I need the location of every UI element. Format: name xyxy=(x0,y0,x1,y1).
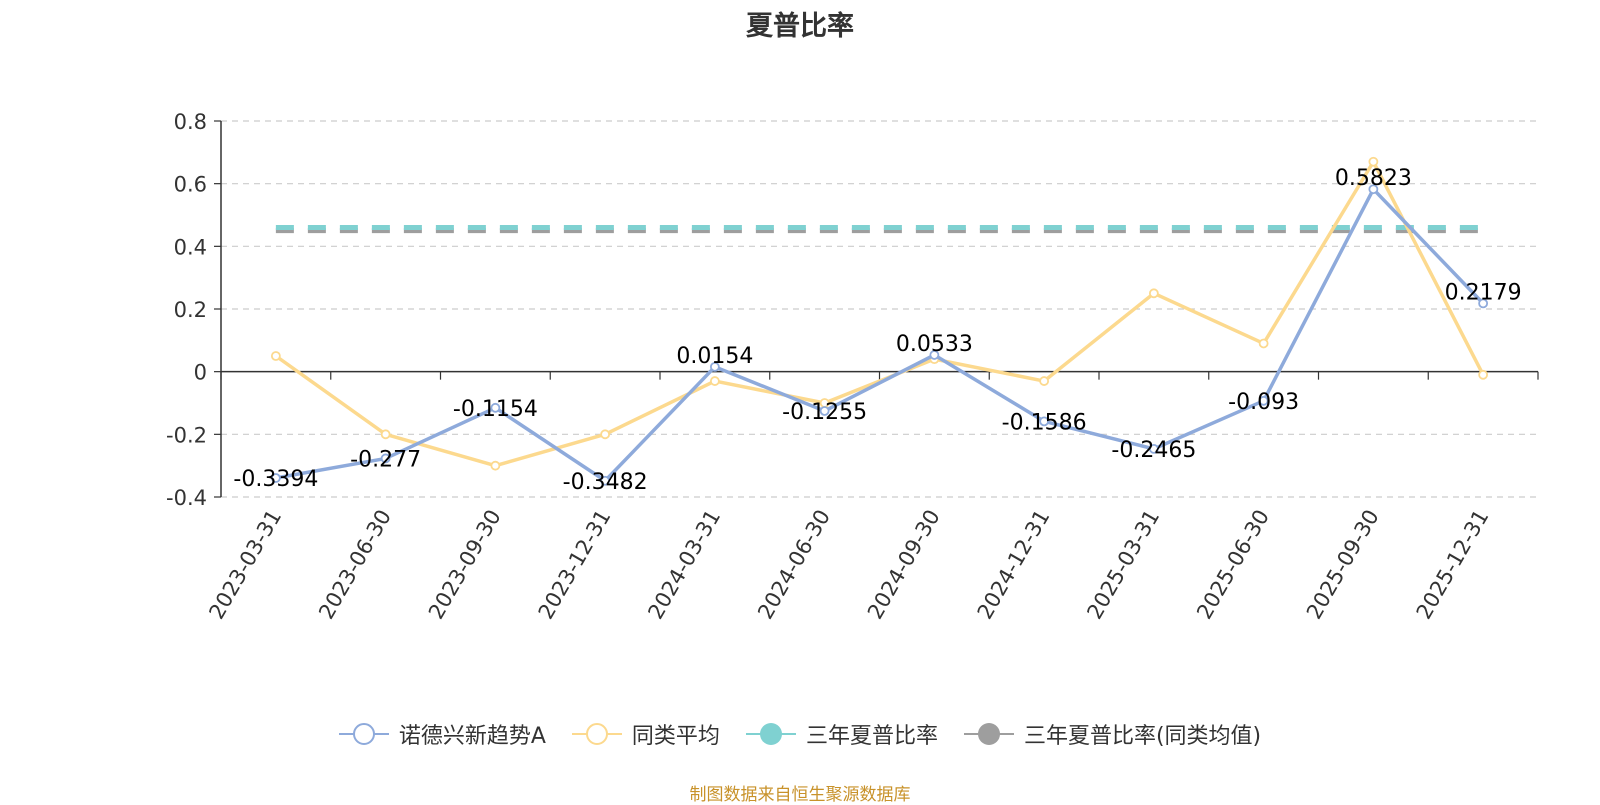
y-tick-label: -0.4 xyxy=(166,486,207,510)
category-avg-data-point xyxy=(270,351,281,361)
x-tick-label: 2025-09-30 xyxy=(1302,506,1384,624)
category-avg-data-point xyxy=(600,429,611,440)
data-label: -0.1586 xyxy=(1002,410,1087,435)
fund-data-point xyxy=(600,475,611,486)
category-avg-data-point xyxy=(1478,369,1489,380)
x-tick-label: 2025-03-31 xyxy=(1082,506,1164,624)
legend-item-three-year-sharpe-avg[interactable]: 三年夏普比率(同类均值) xyxy=(963,718,1262,750)
legend-marker-category-avg xyxy=(571,723,622,745)
fund-data-point xyxy=(380,453,391,464)
legend-marker-three-year-sharpe xyxy=(745,723,796,745)
fund-data-point xyxy=(490,402,501,413)
y-tick-label: 0.4 xyxy=(174,235,207,259)
fund-data-point xyxy=(709,361,720,372)
legend-item-fund[interactable]: 诺德兴新趋势A xyxy=(338,718,546,750)
data-label: -0.2465 xyxy=(1111,438,1196,463)
category-avg-data-point xyxy=(490,460,501,471)
fund-data-point xyxy=(270,473,281,483)
x-tick-label: 2025-06-30 xyxy=(1192,506,1274,624)
x-tick-label: 2024-09-30 xyxy=(863,506,945,624)
category-avg-data-point xyxy=(1368,156,1379,167)
legend-label-three-year-sharpe-avg: 三年夏普比率(同类均值) xyxy=(1023,724,1262,749)
category-avg-data-point xyxy=(1148,288,1159,299)
fund-data-point xyxy=(1478,298,1489,309)
data-label: -0.3394 xyxy=(233,467,318,492)
data-label: -0.1154 xyxy=(453,397,538,422)
legend-label-category-avg: 同类平均 xyxy=(631,724,720,749)
category-avg-data-point xyxy=(1258,338,1269,349)
data-label: 0.2179 xyxy=(1445,280,1522,305)
fund-data-point xyxy=(1258,395,1269,406)
legend-label-three-year-sharpe: 三年夏普比率 xyxy=(805,724,938,749)
category-avg-data-point xyxy=(709,376,720,386)
data-label: -0.3482 xyxy=(563,470,648,495)
fund-data-point xyxy=(929,350,940,360)
data-label: -0.093 xyxy=(1228,390,1299,415)
x-tick-label: 2023-03-31 xyxy=(204,506,286,624)
fund-data-point xyxy=(819,406,830,416)
x-tick-label: 2024-06-30 xyxy=(753,506,835,624)
y-tick-label: -0.2 xyxy=(166,423,207,447)
x-tick-label: 2025-12-31 xyxy=(1412,506,1494,624)
fund-data-point xyxy=(1368,184,1379,195)
data-label: 0.0533 xyxy=(896,332,973,357)
category-avg-data-point xyxy=(380,429,391,440)
x-tick-label: 2023-12-31 xyxy=(534,506,616,624)
chart-legend: 诺德兴新趋势A 同类平均 三年夏普比率 三年夏普比率(同类均值) xyxy=(0,718,1600,750)
data-label: 0.5823 xyxy=(1335,166,1412,191)
fund-series-line xyxy=(275,187,1485,483)
data-label: -0.277 xyxy=(350,447,421,472)
legend-marker-three-year-sharpe-avg xyxy=(963,723,1014,745)
category-avg-data-point xyxy=(1039,376,1050,386)
legend-item-three-year-sharpe[interactable]: 三年夏普比率 xyxy=(745,718,938,750)
x-tick-label: 2024-12-31 xyxy=(973,506,1055,624)
data-label: -0.1255 xyxy=(782,400,867,425)
fund-data-point xyxy=(1039,416,1050,427)
data-label: 0.0154 xyxy=(676,344,753,369)
fund-data-point xyxy=(1148,444,1159,454)
x-tick-label: 2023-09-30 xyxy=(424,506,506,624)
data-source-note: 制图数据来自恒生聚源数据库 xyxy=(689,785,911,805)
chart-title: 夏普比率 xyxy=(746,11,854,42)
legend-label-fund: 诺德兴新趋势A xyxy=(398,724,546,749)
y-tick-label: 0.6 xyxy=(174,173,207,197)
x-tick-label: 2024-03-31 xyxy=(643,506,725,624)
legend-item-category-avg[interactable]: 同类平均 xyxy=(571,718,720,750)
y-tick-label: 0 xyxy=(194,361,207,385)
y-tick-label: 0.2 xyxy=(174,298,207,322)
y-tick-label: 0.8 xyxy=(174,110,207,134)
legend-marker-fund xyxy=(338,723,389,745)
x-tick-label: 2023-06-30 xyxy=(314,506,396,624)
